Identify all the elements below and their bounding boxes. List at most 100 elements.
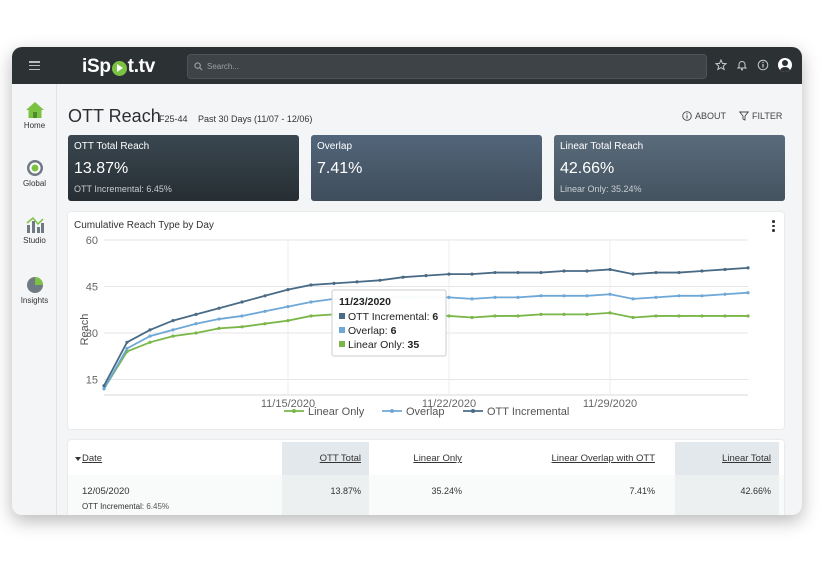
data-point [309, 283, 313, 287]
x-tick-label: 11/22/2020 [422, 398, 476, 410]
data-point [608, 267, 612, 272]
data-point [263, 294, 267, 298]
y-tick-label: 45 [86, 282, 98, 294]
data-point [355, 280, 359, 284]
avatar[interactable] [778, 58, 792, 72]
data-point [746, 291, 750, 295]
y-tick-label: 15 [86, 375, 98, 387]
data-point [309, 300, 313, 304]
cell-date: 12/05/2020 [82, 486, 130, 497]
column-header-linear-only[interactable]: Linear Only [369, 442, 462, 475]
tooltip-label: OTT Incremental: 6 [348, 311, 438, 323]
data-point [608, 311, 612, 315]
data-point [585, 269, 589, 273]
x-tick-label: 11/15/2020 [261, 398, 315, 410]
filter-button[interactable]: FILTER [739, 111, 782, 121]
column-header-date[interactable]: Date [74, 442, 102, 475]
data-point [631, 272, 635, 276]
column-header-linear-overlap[interactable]: Linear Overlap with OTT [462, 442, 655, 475]
tooltip-swatch [339, 327, 345, 333]
segment-label: F25-44 [159, 114, 188, 124]
data-point [194, 322, 198, 326]
x-tick-label: 11/29/2020 [583, 398, 637, 410]
sidebar-item-global[interactable]: Global [12, 159, 57, 188]
data-point [378, 278, 382, 282]
menu-icon[interactable] [29, 61, 40, 70]
more-options-icon[interactable] [772, 220, 776, 232]
column-header-label: Date [82, 453, 103, 464]
data-point [585, 294, 589, 298]
sidebar-item-insights[interactable]: Insights [12, 276, 57, 305]
sidebar-item-home[interactable]: Home [12, 101, 57, 130]
card-overlap[interactable]: Overlap 7.41% [311, 135, 542, 201]
cell-linear-total: 42.66% [740, 486, 771, 496]
column-header-ott-total[interactable]: OTT Total [282, 442, 369, 475]
data-point [148, 334, 152, 338]
data-point [447, 314, 451, 318]
data-point [194, 331, 198, 335]
cell-linear-only: 35.24% [431, 486, 462, 496]
info-icon[interactable] [757, 59, 769, 71]
data-point [286, 288, 290, 292]
y-axis-label: Reach [79, 314, 91, 346]
search-icon [194, 62, 203, 71]
data-point [723, 267, 727, 272]
data-point [585, 312, 589, 316]
data-point [723, 292, 727, 296]
card-ott-total-reach[interactable]: OTT Total Reach 13.87% OTT Incremental: … [68, 135, 299, 201]
card-value: 42.66% [560, 160, 615, 177]
data-point [217, 306, 221, 310]
reach-line-chart: 15 30 45 60 11/15/2020 11/22/2020 11/29/2020 Re… [79, 235, 750, 418]
tooltip-value: 35 [408, 339, 420, 351]
data-point [240, 325, 244, 329]
column-header-linear-total[interactable]: Linear Total [675, 442, 779, 475]
pie-chart-icon [26, 277, 43, 293]
data-point [700, 314, 704, 318]
sidebar-item-label: Insights [20, 296, 49, 305]
card-value: 7.41% [317, 160, 363, 177]
tooltip-swatch [339, 313, 345, 319]
legend-label[interactable]: Overlap [406, 406, 445, 418]
star-icon[interactable] [715, 59, 727, 71]
data-point [263, 322, 267, 326]
data-point [217, 326, 221, 330]
card-value: 13.87% [74, 160, 129, 177]
sidebar-item-label: Studio [23, 236, 46, 245]
home-icon [25, 102, 44, 118]
card-linear-total-reach[interactable]: Linear Total Reach 42.66% Linear Only: 3… [554, 135, 785, 201]
y-tick-label: 60 [86, 235, 98, 247]
card-title: OTT Total Reach [74, 141, 150, 152]
sidebar-item-studio[interactable]: Studio [12, 216, 57, 245]
data-point [102, 384, 106, 388]
legend-marker [292, 409, 296, 413]
data-point [539, 312, 543, 316]
data-point [654, 295, 658, 299]
data-point [493, 270, 497, 275]
top-bar: iSp t.tv [12, 47, 802, 84]
bell-icon[interactable] [736, 59, 748, 71]
data-point [654, 314, 658, 318]
legend-label[interactable]: Linear Only [308, 406, 365, 418]
data-point [240, 300, 244, 304]
legend-label[interactable]: OTT Incremental [487, 406, 569, 418]
data-point [746, 266, 750, 270]
isp-logo[interactable]: iSp t.tv [82, 56, 155, 78]
data-point [516, 270, 520, 275]
cell-ott-total: 13.87% [330, 486, 361, 496]
data-point [539, 294, 543, 298]
search-bar[interactable] [187, 54, 707, 79]
data-point [171, 319, 175, 323]
search-input[interactable] [207, 62, 687, 71]
data-point [148, 340, 152, 344]
data-point [217, 317, 221, 321]
logo-text-right: t.tv [127, 56, 156, 77]
y-tick-label: 30 [86, 328, 98, 340]
data-point [424, 274, 428, 278]
data-point [562, 294, 566, 298]
about-button[interactable]: ABOUT [682, 111, 726, 121]
data-point [125, 340, 129, 344]
cell-linear-overlap: 7.41% [629, 486, 655, 496]
data-point [171, 334, 175, 338]
data-point [447, 272, 451, 276]
data-point [654, 270, 658, 275]
